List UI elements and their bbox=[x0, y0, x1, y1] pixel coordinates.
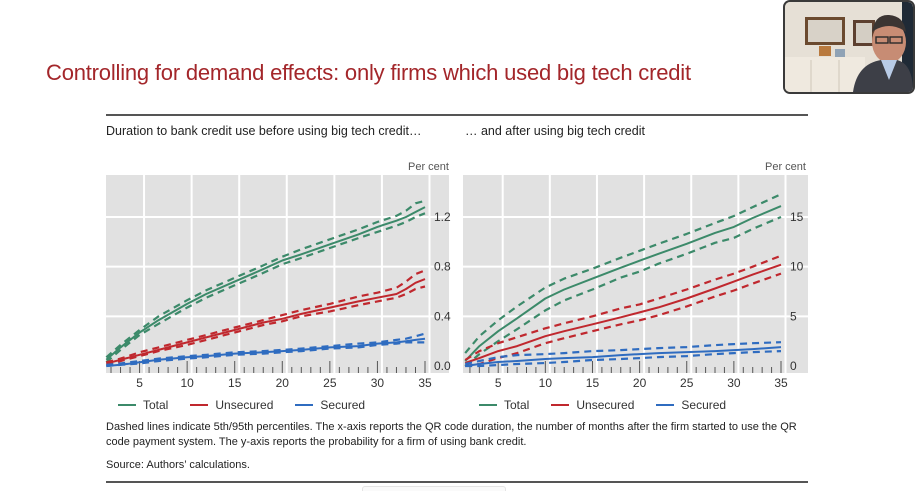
right-chart-x-tick-label: 15 bbox=[586, 376, 600, 390]
left-chart-x-tick-label: 20 bbox=[276, 376, 290, 390]
left-panel-title: Duration to bank credit use before using… bbox=[106, 124, 422, 138]
right-chart-series-total-95th-line bbox=[464, 193, 782, 354]
legend-label-unsecured: Unsecured bbox=[576, 398, 635, 412]
legend-swatch-unsecured bbox=[551, 404, 570, 406]
left-chart-x-tick-label: 5 bbox=[136, 376, 143, 390]
legend-item-total: Total bbox=[479, 398, 529, 412]
right-chart-series-unsecured-95th-line bbox=[464, 254, 782, 361]
legend-item-secured: Secured bbox=[656, 398, 726, 412]
legend-item-unsecured: Unsecured bbox=[190, 398, 273, 412]
right-chart-series-total-line bbox=[464, 205, 782, 362]
right-chart-series-unsecured-line bbox=[464, 263, 782, 364]
top-divider bbox=[106, 114, 808, 116]
legend-label-secured: Secured bbox=[320, 398, 366, 412]
legend-item-unsecured: Unsecured bbox=[551, 398, 634, 412]
webcam-video-tile[interactable] bbox=[785, 2, 913, 92]
right-chart-series-total-5th-line bbox=[464, 215, 782, 367]
right-chart-y-tick-label: 5 bbox=[790, 309, 797, 323]
slide-title: Controlling for demand effects: only fir… bbox=[46, 60, 691, 85]
right-legend: Total Unsecured Secured bbox=[479, 398, 748, 412]
legend-label-total: Total bbox=[143, 398, 169, 412]
right-unit-label: Per cent bbox=[765, 161, 806, 173]
left-chart-series-unsecured-line bbox=[106, 278, 426, 365]
left-chart-plot-area bbox=[106, 175, 449, 373]
charts-canvas: 5 10 15 20 25 30 350.00.40.81.25 10 15 20 25 30 3505… bbox=[105, 175, 808, 390]
left-chart-x-tick-label: 35 bbox=[418, 376, 432, 390]
right-chart-x-tick-label: 10 bbox=[539, 376, 553, 390]
left-chart-series-unsecured-95th-line bbox=[106, 269, 426, 364]
left-chart-series-secured-5th-line bbox=[106, 341, 425, 368]
right-chart-series-secured-5th-line bbox=[465, 350, 782, 368]
right-chart-x-tick-label: 20 bbox=[633, 376, 647, 390]
left-chart-y-tick-label: 1.2 bbox=[434, 210, 451, 224]
legend-label-unsecured: Unsecured bbox=[215, 398, 274, 412]
left-chart-series-total-line bbox=[105, 206, 426, 361]
slide-scroll-handle[interactable] bbox=[362, 486, 506, 491]
left-chart-y-tick-label: 0.4 bbox=[434, 309, 451, 323]
legend-label-secured: Secured bbox=[681, 398, 727, 412]
left-chart-series-total-5th-line bbox=[105, 212, 426, 364]
left-chart-y-tick-label: 0.8 bbox=[434, 260, 451, 274]
right-chart-y-tick-label: 15 bbox=[790, 210, 804, 224]
legend-swatch-total bbox=[479, 404, 497, 406]
legend-swatch-secured bbox=[656, 404, 675, 406]
left-chart-series-secured-95th-line bbox=[106, 332, 426, 366]
left-chart-x-tick-label: 30 bbox=[371, 376, 385, 390]
left-chart-series-unsecured-5th-line bbox=[106, 285, 426, 366]
right-chart-series-secured-line bbox=[465, 346, 782, 367]
right-chart-x-tick-label: 5 bbox=[495, 376, 502, 390]
footnote: Dashed lines indicate 5th/95th percentil… bbox=[106, 421, 797, 448]
right-chart-y-tick-label: 0 bbox=[790, 359, 797, 373]
right-chart-x-tick-label: 25 bbox=[680, 376, 694, 390]
right-chart-x-tick-label: 35 bbox=[774, 376, 788, 390]
legend-item-secured: Secured bbox=[295, 398, 365, 412]
left-chart-series-secured-line bbox=[106, 337, 426, 367]
left-unit-label: Per cent bbox=[408, 161, 449, 173]
bottom-divider bbox=[106, 481, 808, 483]
left-chart-x-tick-label: 25 bbox=[323, 376, 337, 390]
right-chart-series-secured-95th-line bbox=[464, 341, 782, 366]
left-chart-series-total-95th-line bbox=[105, 199, 426, 359]
legend-swatch-total bbox=[118, 404, 136, 406]
legend-swatch-unsecured bbox=[190, 404, 209, 406]
right-chart-x-tick-label: 30 bbox=[727, 376, 741, 390]
right-panel-title: … and after using big tech credit bbox=[465, 124, 645, 138]
video-participant-icon bbox=[785, 2, 913, 92]
left-chart-x-tick-label: 10 bbox=[180, 376, 194, 390]
left-chart-y-tick-label: 0.0 bbox=[434, 359, 451, 373]
left-chart-x-tick-label: 15 bbox=[228, 376, 242, 390]
legend-swatch-secured bbox=[295, 404, 314, 406]
left-legend: Total Unsecured Secured bbox=[118, 398, 387, 412]
legend-item-total: Total bbox=[118, 398, 168, 412]
legend-label-total: Total bbox=[504, 398, 530, 412]
right-chart-y-tick-label: 10 bbox=[790, 260, 804, 274]
source-note: Source: Authors’ calculations. bbox=[106, 459, 250, 471]
